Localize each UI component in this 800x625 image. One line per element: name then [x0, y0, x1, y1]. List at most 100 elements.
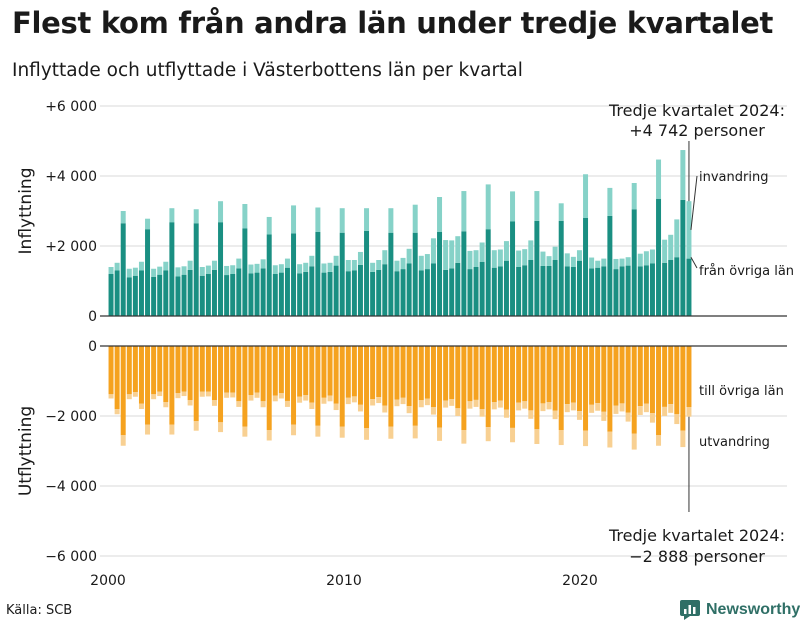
bar-from-other-counties — [406, 263, 412, 316]
bar-to-other-counties — [625, 346, 631, 413]
bar-to-other-counties — [497, 346, 503, 401]
y-tick-label: −2 000 — [45, 409, 97, 425]
bar-immigration — [430, 238, 436, 264]
bar-emigration — [607, 431, 613, 448]
bar-from-other-counties — [449, 268, 455, 316]
x-tick-label: 2000 — [90, 573, 126, 589]
bar-immigration — [686, 201, 692, 259]
label-leader — [690, 175, 698, 230]
bar-immigration — [242, 204, 248, 229]
bar-from-other-counties — [479, 261, 485, 316]
bar-to-other-counties — [528, 346, 534, 411]
bar-from-other-counties — [382, 264, 388, 316]
bar-from-other-counties — [497, 266, 503, 316]
bar-to-other-counties — [491, 346, 497, 402]
bar-from-other-counties — [297, 273, 303, 316]
bar-emigration — [437, 427, 443, 441]
bar-to-other-counties — [686, 346, 692, 408]
bar-to-other-counties — [662, 346, 668, 407]
bar-immigration — [503, 241, 509, 261]
bar-from-other-counties — [455, 262, 461, 316]
bar-immigration — [668, 234, 674, 260]
bar-immigration — [510, 191, 516, 222]
bar-to-other-counties — [138, 346, 144, 404]
bar-from-other-counties — [333, 265, 339, 316]
series-label-immigration: invandring — [699, 170, 768, 185]
bar-from-other-counties — [339, 232, 345, 316]
bar-to-other-counties — [309, 346, 315, 403]
bar-emigration — [430, 407, 436, 415]
bar-to-other-counties — [224, 346, 230, 393]
bar-immigration — [205, 265, 211, 274]
bar-immigration — [114, 262, 120, 271]
bar-emigration — [357, 404, 363, 412]
bar-to-other-counties — [449, 346, 455, 400]
bar-to-other-counties — [674, 346, 680, 415]
bar-emigration — [163, 402, 169, 408]
bar-to-other-counties — [516, 346, 522, 403]
y-tick-label: +2 000 — [45, 239, 97, 255]
bar-emigration — [424, 398, 430, 406]
bar-from-other-counties — [564, 266, 570, 316]
bar-emigration — [224, 392, 230, 398]
bar-emigration — [637, 406, 643, 415]
bar-to-other-counties — [151, 346, 157, 395]
bar-emigration — [619, 403, 625, 412]
bar-emigration — [418, 400, 424, 408]
bar-from-other-counties — [157, 274, 163, 316]
bar-immigration — [412, 204, 418, 233]
bar-to-other-counties — [394, 346, 400, 400]
bar-immigration — [534, 191, 540, 221]
brand-logo[interactable]: Newsworthy — [680, 600, 800, 620]
bar-emigration — [376, 397, 382, 404]
bar-from-other-counties — [284, 267, 290, 316]
bar-immigration — [589, 257, 595, 269]
y-tick-label: +4 000 — [45, 169, 97, 185]
bar-from-other-counties — [534, 220, 540, 316]
bar-emigration — [485, 427, 491, 442]
bar-to-other-counties — [637, 346, 643, 407]
bar-emigration — [151, 394, 157, 400]
bar-to-other-counties — [108, 346, 114, 395]
bar-to-other-counties — [291, 346, 297, 425]
bar-emigration — [564, 404, 570, 413]
bar-to-other-counties — [333, 346, 339, 404]
bar-immigration — [218, 201, 224, 223]
bar-from-other-counties — [394, 271, 400, 316]
bar-from-other-counties — [357, 264, 363, 316]
bar-immigration — [607, 187, 613, 216]
bar-emigration — [333, 403, 339, 411]
bar-from-other-counties — [522, 265, 528, 316]
annotation-line: +4 742 personer — [629, 121, 765, 140]
bar-immigration — [613, 258, 619, 270]
bar-emigration — [211, 400, 217, 406]
brand-name: Newsworthy — [706, 601, 800, 618]
bar-to-other-counties — [187, 346, 193, 401]
bar-emigration — [656, 435, 662, 446]
bar-to-other-counties — [272, 346, 278, 396]
bar-to-other-counties — [437, 346, 443, 428]
bar-emigration — [674, 414, 680, 425]
bar-to-other-counties — [297, 346, 303, 397]
y-tick-label: −4 000 — [45, 479, 97, 495]
bar-to-other-counties — [199, 346, 205, 392]
bar-from-other-counties — [540, 265, 546, 316]
bar-from-other-counties — [138, 270, 144, 316]
bar-immigration — [424, 254, 430, 270]
bar-immigration — [291, 205, 297, 234]
bar-emigration — [400, 397, 406, 405]
y-tick-label: −6 000 — [45, 549, 97, 565]
bar-emigration — [680, 430, 686, 448]
bar-emigration — [601, 411, 607, 421]
bar-to-other-counties — [327, 346, 333, 396]
bar-emigration — [248, 395, 254, 401]
bar-immigration — [491, 250, 497, 268]
axis-layer: 0 +2 000 +4 000 +6 000 Inflyttning 0 −2 000 −4 … — [16, 99, 787, 589]
bar-immigration — [558, 203, 564, 221]
bar-from-other-counties — [327, 271, 333, 316]
bar-emigration — [345, 397, 351, 405]
bar-to-other-counties — [175, 346, 181, 394]
bar-emigration — [662, 406, 668, 416]
bar-from-other-counties — [169, 222, 175, 316]
bar-immigration — [333, 255, 339, 266]
